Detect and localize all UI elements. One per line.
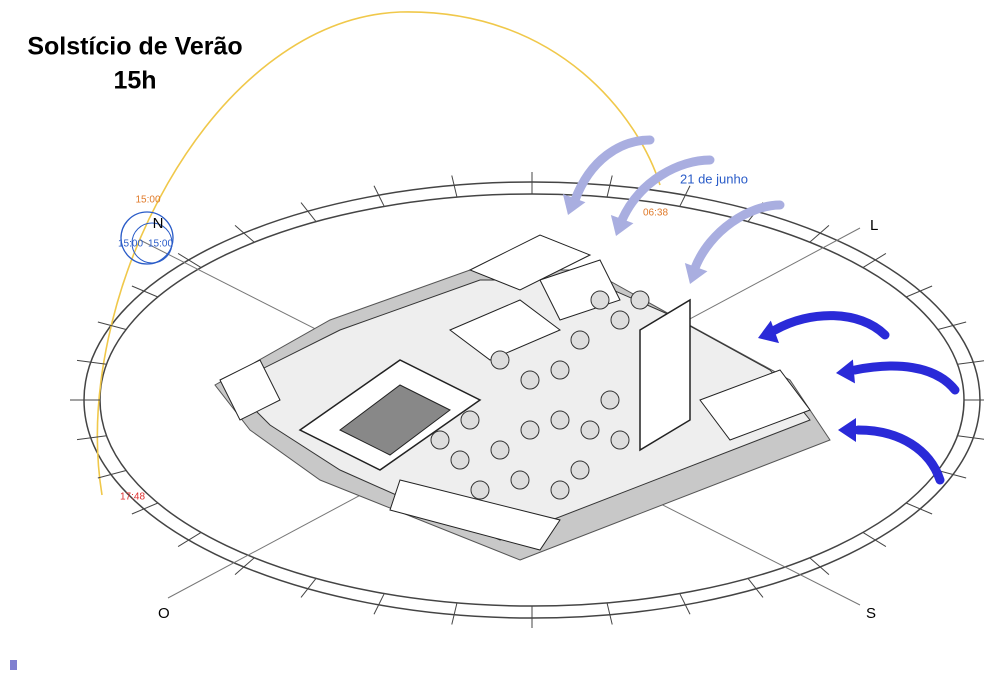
ring-tick <box>177 531 202 547</box>
ring-tick <box>234 557 255 576</box>
decoration <box>70 11 984 628</box>
compass-time: 15:00 <box>118 239 143 250</box>
wind-arrow-head <box>610 214 634 236</box>
ring-tick <box>606 602 613 625</box>
south-label: S <box>866 605 876 622</box>
ring-tick <box>606 175 613 198</box>
ring-tick <box>679 185 691 207</box>
tree <box>590 290 610 310</box>
ring-tick <box>131 285 159 298</box>
ring-tick <box>809 224 830 243</box>
wind-arrow <box>770 311 890 340</box>
ring-tick <box>957 360 984 365</box>
sunset-time: 17:48 <box>120 492 145 503</box>
ring-tick <box>809 557 830 576</box>
sun-path-arc <box>96 11 661 496</box>
tree <box>550 480 570 500</box>
west-label: O <box>158 605 170 622</box>
wind-arrow <box>570 135 655 205</box>
ring-tick <box>373 185 385 207</box>
wind-arrow-head <box>684 262 708 284</box>
ring-tick <box>234 224 255 243</box>
tree <box>490 350 510 370</box>
ring-tick <box>905 502 933 515</box>
ring-tick <box>300 578 317 598</box>
marker <box>10 660 17 670</box>
building <box>699 369 811 441</box>
east-label: L <box>870 217 878 234</box>
compass-circle <box>131 222 173 264</box>
tree <box>600 390 620 410</box>
ring-tick <box>679 593 691 615</box>
tree <box>570 330 590 350</box>
tree <box>630 290 650 310</box>
tree <box>610 310 630 330</box>
tree <box>520 420 540 440</box>
tree <box>450 450 470 470</box>
building <box>468 234 592 291</box>
ring-tick <box>451 602 458 625</box>
wind-arrow <box>690 200 785 273</box>
date-label: 21 de junho <box>680 171 748 186</box>
tree <box>570 460 590 480</box>
building <box>449 299 561 361</box>
ring-tick <box>97 469 127 479</box>
wind-arrow-head <box>836 359 855 384</box>
title-line: Solstício de Verão <box>27 33 242 61</box>
wind-arrow-head <box>758 320 780 344</box>
city-model <box>214 234 831 561</box>
wind-arrow <box>853 425 945 485</box>
compass-time: 15:00 <box>148 239 173 250</box>
compass-circle <box>120 211 174 265</box>
ring-tick <box>937 469 967 479</box>
tree <box>550 410 570 430</box>
tree <box>430 430 450 450</box>
ring-tick <box>76 435 107 441</box>
sunrise-time: 06:38 <box>643 208 668 219</box>
tree <box>580 420 600 440</box>
ring-tick <box>937 321 967 331</box>
ring-tick <box>76 359 107 365</box>
title-line: 15h <box>113 67 156 95</box>
courtyard <box>339 384 451 456</box>
building-row <box>389 479 561 551</box>
tree <box>460 410 480 430</box>
ring-tick <box>177 253 202 269</box>
ring-tick <box>862 531 887 547</box>
ring-tick <box>451 175 458 198</box>
wind-arrow-head <box>562 193 586 215</box>
ring-tick <box>97 321 127 331</box>
tree <box>490 440 510 460</box>
tree <box>550 360 570 380</box>
tree <box>470 480 490 500</box>
building <box>219 359 281 421</box>
tree <box>510 470 530 490</box>
long-building <box>639 298 691 452</box>
wind-arrow <box>850 361 960 395</box>
wind-arrow-head <box>838 418 856 442</box>
ring-tick <box>905 285 933 298</box>
tree <box>610 430 630 450</box>
ring-tick <box>862 253 887 269</box>
current-time: 15:00 <box>135 195 160 206</box>
ring-tick <box>747 578 764 598</box>
north-label: N <box>153 215 164 232</box>
ring-tick <box>957 435 984 440</box>
ring-tick <box>131 502 159 515</box>
ring-tick <box>373 593 385 615</box>
wind-arrow <box>617 155 715 225</box>
tree <box>520 370 540 390</box>
ring-tick <box>300 202 317 222</box>
